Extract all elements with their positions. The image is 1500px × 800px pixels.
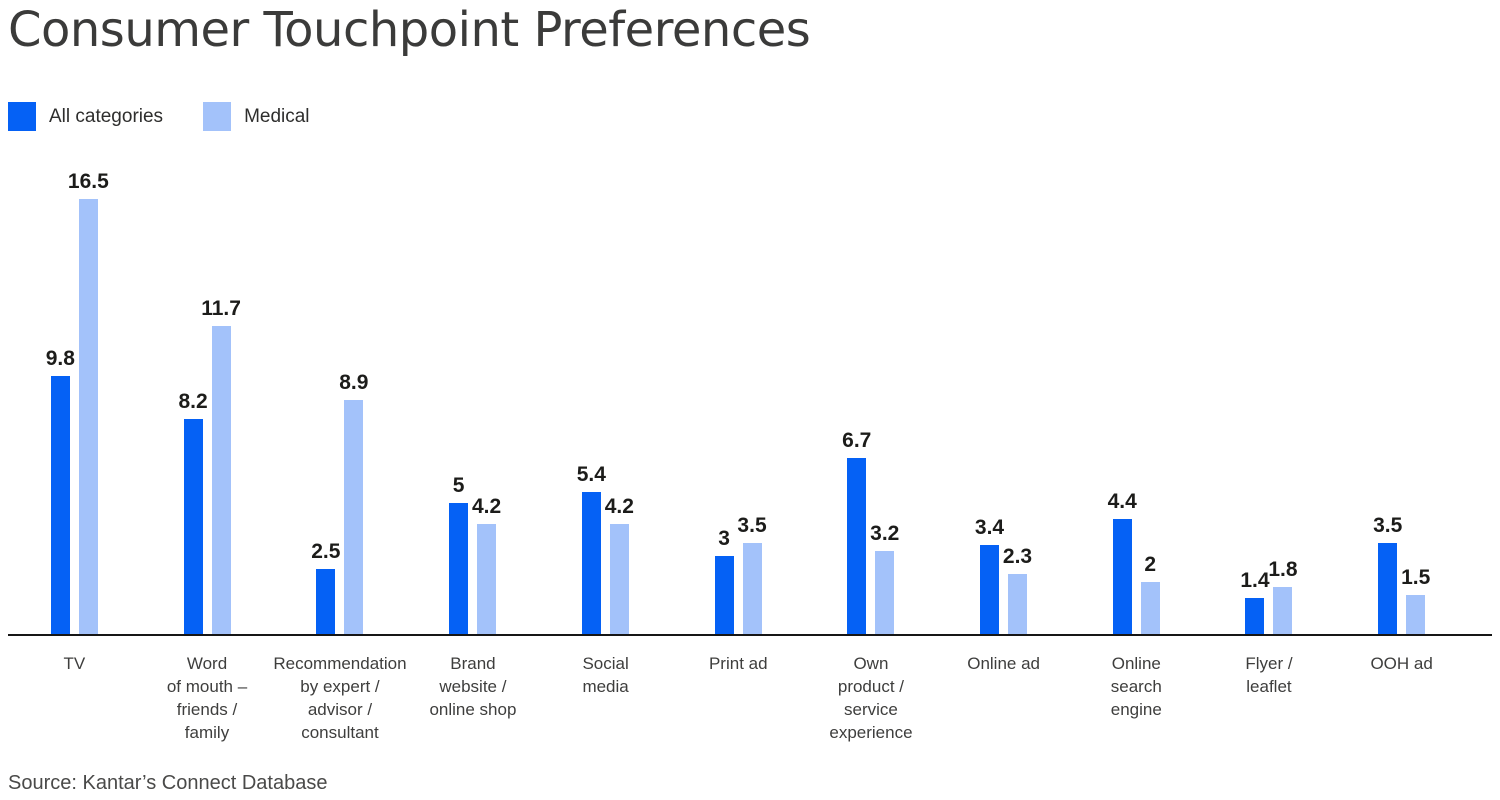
- value-label-all-categories-print-ad: 3: [718, 526, 730, 550]
- bar-all-categories-brand-website-online-shop: 5: [449, 474, 469, 635]
- value-label-medical-recommendation-by-expert-advisor-consultant: 8.9: [339, 371, 369, 395]
- value-label-medical-flyer-leaflet: 1.8: [1268, 558, 1298, 582]
- category-label-tv: TV: [63, 654, 86, 673]
- category-label-own-product-service-experience: Own product / service experience: [829, 654, 913, 742]
- bar-medical-brand-website-online-shop: 4.2: [472, 495, 501, 635]
- value-label-all-categories-online-search-engine: 4.4: [1107, 489, 1137, 513]
- bar-all-categories-tv: 9.8: [46, 347, 75, 635]
- bar-group-online-ad: 3.4 2.3: [937, 175, 1070, 635]
- category-label-brand-website-online-shop: Brand website / online shop: [429, 654, 517, 719]
- source-note: Source: Kantar’s Connect Database: [8, 772, 328, 794]
- bar-group-recommendation-by-expert-advisor-consultant: 2.5 8.9: [273, 175, 406, 635]
- value-label-medical-print-ad: 3.5: [737, 513, 767, 537]
- value-label-medical-brand-website-online-shop: 4.2: [471, 495, 502, 519]
- value-label-all-categories-social-media: 5.4: [576, 463, 606, 487]
- bar-medical-ooh-ad: 1.5: [1401, 566, 1430, 635]
- category-label-word-of-mouth-friends-family: Word of mouth – friends / family: [166, 654, 248, 742]
- category-label-flyer-leaflet: Flyer / leaflet: [1245, 654, 1293, 696]
- legend-item-medical: Medical: [203, 102, 310, 131]
- value-label-medical-ooh-ad: 1.5: [1401, 566, 1431, 590]
- bar-all-categories-own-product-service-experience: 6.7: [842, 429, 871, 635]
- legend-item-all-categories: All categories: [8, 102, 163, 131]
- x-axis-line: [8, 634, 1492, 636]
- bar-medical-online-search-engine: 2: [1140, 553, 1160, 635]
- bar-all-categories-online-ad: 3.4: [975, 516, 1004, 635]
- category-label-print-ad: Print ad: [708, 654, 768, 673]
- bar-medical-own-product-service-experience: 3.2: [870, 522, 899, 635]
- bar-chart: 9.8 16.5 8.2 11.7 2.5 8.9 5 4.2 5.4 4.2 3 3.5 6.7 3.2…: [8, 170, 1468, 635]
- value-label-all-categories-word-of-mouth-friends-family: 8.2: [178, 389, 208, 413]
- bar-group-social-media: 5.4 4.2: [539, 175, 672, 635]
- value-label-medical-online-search-engine: 2: [1144, 553, 1157, 577]
- legend-label-medical: Medical: [244, 105, 310, 127]
- bar-group-online-search-engine: 4.4 2: [1070, 175, 1203, 635]
- bar-medical-tv: 16.5: [68, 170, 109, 635]
- bar-medical-online-ad: 2.3: [1003, 545, 1032, 635]
- bar-medical-print-ad: 3.5: [737, 514, 767, 635]
- bar-medical-recommendation-by-expert-advisor-consultant: 8.9: [339, 371, 368, 635]
- category-labels: TV Word of mouth – friends / family Recomm…: [8, 652, 1468, 744]
- category-label-recommendation-by-expert-advisor-consultant: Recommendation by expert / advisor / con…: [273, 654, 407, 742]
- bar-all-categories-recommendation-by-expert-advisor-consultant: 2.5: [311, 540, 340, 635]
- value-label-medical-social-media: 4.2: [604, 495, 634, 519]
- legend-swatch-all-categories: [8, 102, 36, 131]
- value-label-all-categories-brand-website-online-shop: 5: [452, 474, 465, 497]
- category-label-ooh-ad: OOH ad: [1370, 654, 1433, 673]
- value-label-medical-own-product-service-experience: 3.2: [870, 521, 900, 545]
- category-label-online-ad: Online ad: [967, 654, 1040, 673]
- value-label-all-categories-ooh-ad: 3.5: [1373, 513, 1403, 537]
- bar-medical-word-of-mouth-friends-family: 11.7: [201, 297, 241, 635]
- bar-all-categories-print-ad: 3: [714, 527, 734, 635]
- value-label-medical-tv: 16.5: [67, 170, 109, 194]
- value-label-all-categories-own-product-service-experience: 6.7: [842, 429, 872, 453]
- legend-swatch-medical: [203, 102, 232, 131]
- bar-group-word-of-mouth-friends-family: 8.2 11.7: [141, 175, 274, 635]
- value-label-all-categories-online-ad: 3.4: [974, 516, 1005, 540]
- bar-all-categories-social-media: 5.4: [577, 463, 606, 635]
- bar-group-tv: 9.8 16.5: [8, 170, 141, 635]
- bar-group-own-product-service-experience: 6.7 3.2: [804, 175, 937, 635]
- bar-all-categories-ooh-ad: 3.5: [1373, 514, 1402, 635]
- category-label-social-media: Social media: [582, 654, 629, 696]
- bar-medical-social-media: 4.2: [605, 495, 634, 635]
- value-label-medical-online-ad: 2.3: [1002, 545, 1033, 569]
- legend-label-all-categories: All categories: [49, 105, 164, 127]
- bar-medical-flyer-leaflet: 1.8: [1268, 558, 1298, 635]
- bar-all-categories-online-search-engine: 4.4: [1108, 490, 1137, 635]
- legend: All categories Medical: [8, 102, 310, 131]
- value-label-medical-word-of-mouth-friends-family: 11.7: [201, 297, 241, 321]
- category-label-online-search-engine: Online search engine: [1110, 654, 1162, 719]
- bar-group-print-ad: 3 3.5: [672, 175, 805, 635]
- bar-group-flyer-leaflet: 1.4 1.8: [1203, 175, 1336, 635]
- value-label-all-categories-tv: 9.8: [45, 347, 75, 371]
- bar-group-ooh-ad: 3.5 1.5: [1335, 175, 1468, 635]
- chart-title: Consumer Touchpoint Preferences: [8, 2, 811, 58]
- value-label-all-categories-flyer-leaflet: 1.4: [1240, 569, 1270, 593]
- value-label-all-categories-recommendation-by-expert-advisor-consultant: 2.5: [311, 540, 341, 563]
- bar-group-brand-website-online-shop: 5 4.2: [406, 175, 539, 635]
- bar-all-categories-word-of-mouth-friends-family: 8.2: [178, 390, 208, 635]
- bar-all-categories-flyer-leaflet: 1.4: [1240, 569, 1270, 635]
